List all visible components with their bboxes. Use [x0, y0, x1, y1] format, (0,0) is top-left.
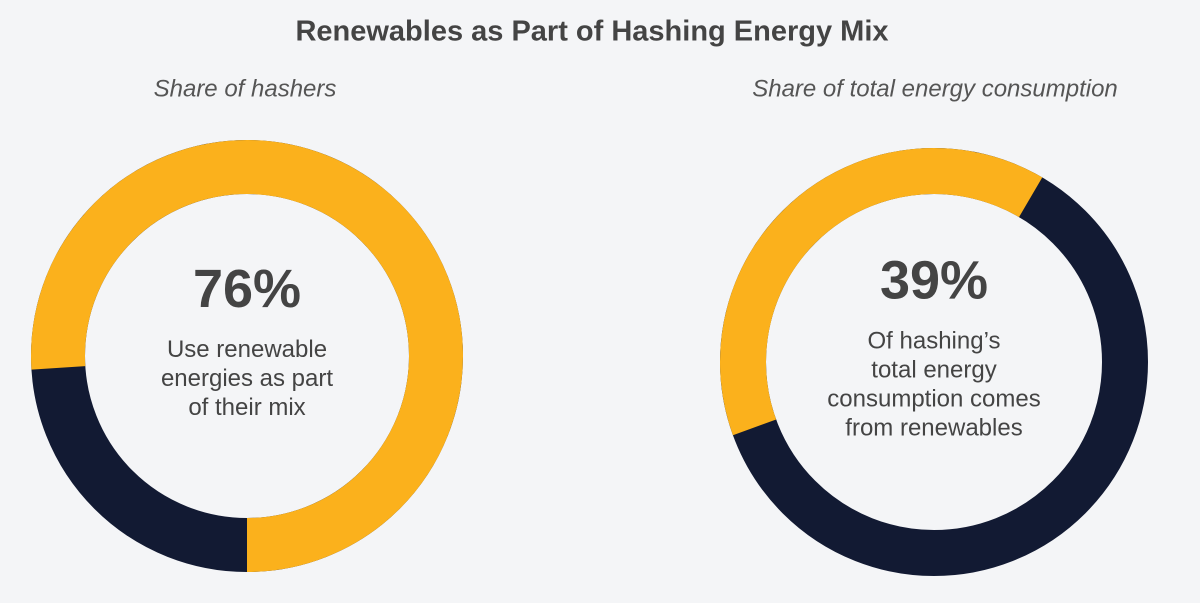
description: total energy	[871, 356, 996, 383]
subtitle: Share of total energy consumption	[752, 75, 1118, 102]
description: Use renewable	[167, 336, 327, 363]
chart-title: Renewables as Part of Hashing Energy Mix	[295, 16, 888, 48]
description: from renewables	[845, 414, 1022, 441]
donut-segment	[720, 148, 1043, 436]
donut-segment	[31, 140, 463, 572]
description: consumption comes	[827, 385, 1040, 412]
description: energies as part	[161, 365, 333, 392]
subtitle: Share of hashers	[154, 75, 337, 102]
description: of their mix	[188, 394, 305, 421]
value-label: 39%	[880, 250, 988, 310]
value-label: 76%	[193, 259, 301, 319]
description: Of hashing’s	[868, 327, 1001, 354]
